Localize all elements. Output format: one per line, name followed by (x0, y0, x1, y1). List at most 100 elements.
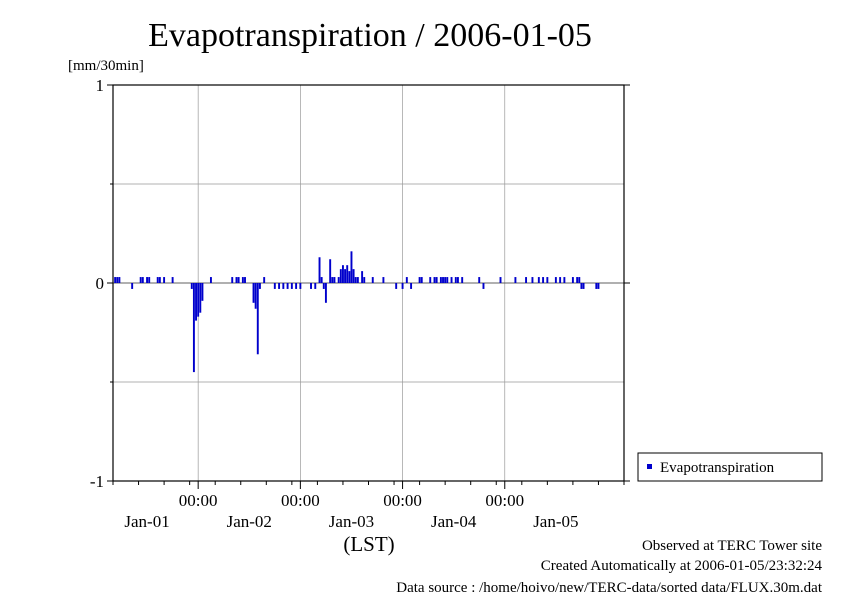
x-time-label: 00:00 (281, 491, 320, 510)
y-axis-unit-label: [mm/30min] (68, 58, 144, 74)
bar (410, 283, 413, 289)
bar (444, 277, 447, 283)
bar (195, 283, 197, 321)
bar (350, 251, 353, 283)
bar (597, 283, 600, 289)
legend: Evapotranspiration (637, 452, 823, 482)
bar (241, 277, 244, 283)
bar (258, 283, 261, 289)
bar (290, 283, 293, 289)
bar (199, 283, 202, 313)
bar (371, 277, 374, 283)
bar (559, 277, 562, 283)
bar (346, 265, 349, 283)
x-date-label: Jan-01 (124, 512, 169, 531)
bar (333, 277, 336, 283)
bar (571, 277, 574, 283)
bar (446, 277, 449, 283)
bar (310, 283, 312, 289)
bar (418, 277, 421, 283)
footer-data-source: Data source : /home/hoivo/new/TERC-data/… (396, 580, 823, 595)
bar (401, 283, 404, 289)
bar (348, 271, 351, 283)
bar (582, 283, 585, 289)
bar (329, 259, 332, 283)
bar (278, 283, 281, 289)
bar (286, 283, 289, 289)
x-date-label: Jan-02 (227, 512, 272, 531)
bar (361, 271, 364, 283)
footer-created-time: Created Automatically at 2006-01-05/23:3… (541, 558, 823, 574)
bar (237, 277, 240, 283)
bar (322, 283, 325, 289)
bar (235, 277, 238, 283)
bar (525, 277, 528, 283)
x-axis: 00:00 00:00 00:00 00:00 Jan-01 Jan-02 Jan-03 Ja… (112, 481, 625, 531)
bar-series (114, 251, 600, 373)
footer-observed-site: Observed at TERC Tower site (642, 538, 822, 554)
bar (356, 277, 359, 283)
bar (273, 283, 276, 289)
bar (148, 277, 151, 283)
bar (405, 277, 408, 283)
bar (442, 277, 444, 283)
bar (382, 277, 385, 283)
bar (156, 277, 159, 283)
bar (263, 277, 266, 283)
x-time-label: 00:00 (179, 491, 218, 510)
bar (163, 277, 166, 283)
bar (231, 277, 234, 283)
bar (341, 265, 344, 283)
bar (578, 277, 581, 283)
bar (546, 277, 549, 283)
bar (461, 277, 464, 283)
bar (171, 277, 174, 283)
bar (363, 277, 366, 283)
bar (354, 277, 357, 283)
bar (192, 283, 195, 373)
bar (537, 277, 540, 283)
y-tick-label: -1 (90, 472, 104, 491)
x-date-label: Jan-05 (533, 512, 578, 531)
bar (139, 277, 142, 283)
bar (435, 277, 438, 283)
y-tick-label: 1 (96, 76, 105, 95)
bar (252, 283, 255, 303)
bar (197, 283, 200, 317)
bar (450, 277, 453, 283)
x-time-label: 00:00 (485, 491, 524, 510)
y-axis: 1 0 -1 (90, 76, 630, 491)
y-tick-label: 0 (96, 274, 105, 293)
bar (118, 277, 121, 283)
bar (499, 277, 502, 283)
bar (209, 277, 212, 283)
chart-title: Evapotranspiration / 2006-01-05 (148, 17, 592, 54)
x-date-label: Jan-03 (329, 512, 374, 531)
legend-box (637, 452, 823, 482)
bar (595, 283, 598, 289)
bar (116, 277, 119, 283)
bar (337, 277, 340, 283)
bar (295, 283, 298, 289)
bar (433, 277, 436, 283)
bar (454, 277, 457, 283)
bar (141, 277, 144, 283)
x-time-label: 00:00 (383, 491, 422, 510)
bar (344, 269, 347, 283)
bar (514, 277, 517, 283)
bar (324, 283, 327, 303)
bar (314, 283, 317, 289)
bar (254, 283, 257, 309)
bar (339, 269, 342, 283)
bar (429, 277, 432, 283)
bar (114, 277, 117, 283)
bar (244, 277, 246, 283)
bar (352, 269, 355, 283)
bar (320, 277, 323, 283)
bar (201, 283, 204, 301)
bar (146, 277, 149, 283)
x-axis-label: (LST) (343, 532, 394, 556)
bar (158, 277, 161, 283)
bar (531, 277, 534, 283)
